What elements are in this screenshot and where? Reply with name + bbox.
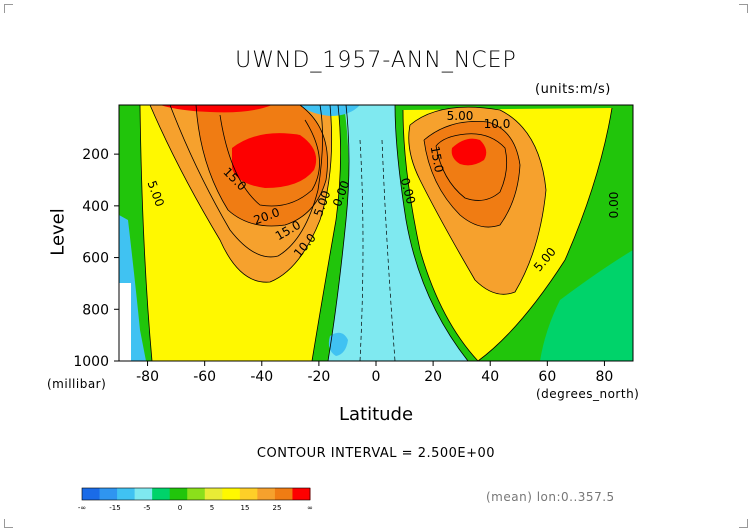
x-tick-label: 60 xyxy=(538,369,556,385)
x-tick-label: -80 xyxy=(136,369,159,385)
colorbar-swatch xyxy=(204,488,223,500)
jet-core-right xyxy=(451,138,487,166)
colorbar-swatch xyxy=(257,488,276,500)
blue-patch-top xyxy=(300,105,360,116)
colorbar-tick-label: 25 xyxy=(273,504,282,512)
contour-label: 0.00 xyxy=(398,176,418,205)
x-tick-label: -60 xyxy=(193,369,216,385)
y-tick-label: 200 xyxy=(82,147,109,163)
colorbar-swatch xyxy=(187,488,206,500)
crop-mark-bottom-right xyxy=(739,519,748,528)
colorbar-swatch xyxy=(292,488,311,500)
colorbar-swatch xyxy=(169,488,188,500)
x-tick-label: -20 xyxy=(307,369,330,385)
colorbar-swatch xyxy=(134,488,153,500)
x-tick-label: -40 xyxy=(250,369,273,385)
y-tick-label: 1000 xyxy=(73,354,109,370)
colorbar-tick-label: -∞ xyxy=(78,504,86,512)
contour-interval-note: CONTOUR INTERVAL = 2.500E+00 xyxy=(256,446,496,461)
x-axis-unit: (degrees_north) xyxy=(536,387,640,401)
y-tick-label: 600 xyxy=(82,251,109,267)
y-tick-label: 400 xyxy=(82,199,109,215)
crop-mark-bottom-left xyxy=(4,519,13,528)
colorbar-tick-label: -15 xyxy=(109,504,120,512)
contour-label: 15.0 xyxy=(428,145,446,174)
x-axis-label: Latitude xyxy=(338,404,414,425)
mean-footnote: (mean) lon:0..357.5 xyxy=(486,490,615,504)
colorbar-swatch xyxy=(152,488,171,500)
top-red-strip xyxy=(160,105,272,113)
contour-lines xyxy=(139,105,613,361)
contour-label: 0.00 xyxy=(607,192,621,219)
colorbar-tick-label: -5 xyxy=(144,504,151,512)
colorbar-swatch xyxy=(222,488,241,500)
colorbar-tick-label: ∞ xyxy=(307,504,313,512)
x-tick-label: 40 xyxy=(481,369,499,385)
chart-title: UWND_1957-ANN_NCEP xyxy=(235,48,517,73)
x-axis-ticks: -80 -60 -40 -20 0 20 40 60 80 xyxy=(136,361,613,385)
missing-data-block xyxy=(119,283,131,361)
colorbar-swatch xyxy=(117,488,136,500)
colorbar-frame xyxy=(81,487,311,501)
band-green-right-surface xyxy=(540,250,633,361)
contour-label: 5.00 xyxy=(447,109,474,123)
y-axis-ticks: 200 400 600 800 1000 xyxy=(73,147,119,370)
colorbar-tick-label: 5 xyxy=(210,504,214,512)
crop-mark-top-right xyxy=(739,4,748,13)
colorbar-swatch xyxy=(239,488,258,500)
x-tick-label: 0 xyxy=(372,369,381,385)
colorbar: -∞ -15 -5 0 5 15 25 ∞ xyxy=(78,487,313,512)
contour-label: 10.0 xyxy=(484,117,511,131)
crop-mark-top-left xyxy=(4,4,13,13)
x-tick-label: 20 xyxy=(424,369,442,385)
colorbar-swatch xyxy=(82,488,101,500)
negative-contour-lines xyxy=(359,139,396,361)
colorbar-swatch xyxy=(274,488,293,500)
blue-patch-bottom xyxy=(328,332,348,356)
contour-fill-layer xyxy=(119,105,633,361)
units-label: (units:m/s) xyxy=(535,82,611,97)
colorbar-swatch xyxy=(99,488,118,500)
colorbar-tick-label: 0 xyxy=(178,504,182,512)
y-tick-label: 800 xyxy=(82,302,109,318)
jet-core-left xyxy=(232,133,317,188)
x-tick-label: 80 xyxy=(596,369,614,385)
colorbar-tick-label: 15 xyxy=(241,504,250,512)
y-axis-unit: (millibar) xyxy=(47,377,107,391)
